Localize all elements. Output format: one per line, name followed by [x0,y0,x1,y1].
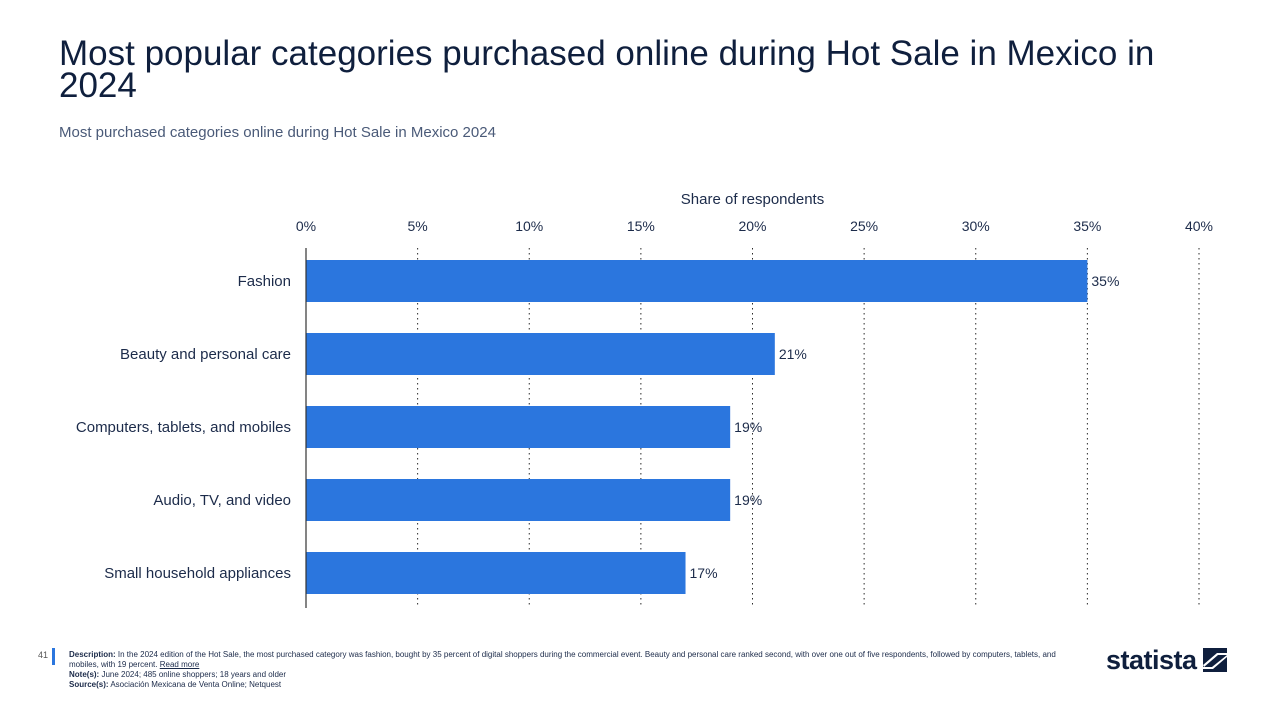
statista-logo[interactable]: statista [1106,645,1227,675]
category-label-3: Audio, TV, and video [153,492,291,509]
statista-mark-icon [1202,648,1227,672]
source-text: Asociación Mexicana de Venta Online; Net… [110,680,282,689]
category-label-0: Fashion [238,273,291,290]
x-tick-label-5: 5% [408,218,428,234]
x-tick-label-40: 40% [1185,218,1213,234]
notes-label: Note(s): [69,670,100,679]
x-tick-label-30: 30% [962,218,990,234]
data-label-0: 35% [1091,273,1119,289]
description-label: Description: [69,650,116,659]
chart-subtitle: Most purchased categories online during … [59,124,496,141]
logo-text: statista [1106,644,1197,675]
data-label-3: 19% [734,492,762,508]
data-label-1: 21% [779,346,807,362]
x-tick-label-0: 0% [296,218,316,234]
category-label-1: Beauty and personal care [120,346,291,363]
category-label-2: Computers, tablets, and mobiles [76,419,291,436]
notes-text: June 2024; 485 online shoppers; 18 years… [101,670,287,679]
data-label-2: 19% [734,419,762,435]
category-label-4: Small household appliances [104,565,291,582]
x-tick-label-20: 20% [738,218,766,234]
data-label-4: 17% [690,565,718,581]
bar-4 [306,552,686,594]
x-tick-label-25: 25% [850,218,878,234]
bar-3 [306,479,731,521]
footer: 41 Description: In the 2024 edition of t… [0,645,1280,703]
x-tick-label-10: 10% [515,218,543,234]
source-label: Source(s): [69,680,109,689]
description-text: In the 2024 edition of the Hot Sale, the… [69,650,1056,669]
footer-accent-bar [52,648,55,665]
x-tick-label-15: 15% [627,218,655,234]
bar-1 [306,333,775,375]
x-tick-label-35: 35% [1073,218,1101,234]
x-axis-title: Share of respondents [681,191,824,208]
footer-notes: Description: In the 2024 edition of the … [69,650,1079,690]
read-more-link[interactable]: Read more [159,660,200,669]
page-number: 41 [38,650,49,660]
bar-0 [306,260,1088,302]
bar-chart: Share of respondents 0% 5% 10% 15% 20% 25% 30% 3… [76,191,1213,608]
chart-title: Most popular categories purchased online… [59,34,1155,105]
bar-2 [306,406,731,448]
